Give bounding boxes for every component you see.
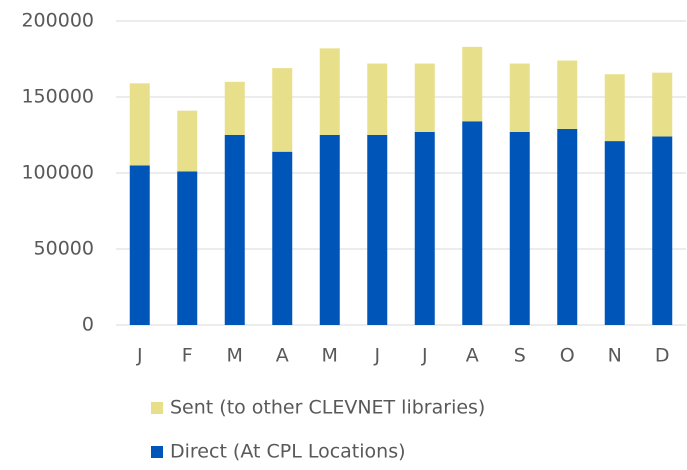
- bar-segment: [272, 151, 293, 325]
- bar-segment: [414, 63, 435, 132]
- bar-segment: [224, 81, 245, 135]
- x-tick-label: M: [227, 345, 243, 367]
- bar-segment: [509, 131, 530, 325]
- x-tick-label: A: [466, 345, 479, 367]
- bar-segment: [509, 63, 530, 132]
- bar-segment: [557, 128, 578, 325]
- x-tick-label: M: [322, 345, 338, 367]
- bar-segment: [129, 83, 150, 166]
- bar-segment: [129, 165, 150, 325]
- legend-swatch: [151, 446, 163, 458]
- bar-segment: [604, 74, 625, 142]
- legend-swatch: [151, 402, 163, 414]
- bar-segment: [462, 121, 483, 325]
- bar-segment: [652, 136, 673, 325]
- bar-segment: [319, 135, 340, 325]
- bar-segment: [177, 171, 198, 325]
- bar-segment: [367, 63, 388, 136]
- bar-segment: [177, 110, 198, 172]
- bar-segment: [462, 46, 483, 122]
- x-tick-label: S: [514, 345, 526, 367]
- x-tick-label: D: [655, 345, 670, 367]
- y-tick-label: 0: [82, 314, 94, 336]
- y-tick-label: 150000: [21, 86, 94, 108]
- x-tick-label: J: [373, 345, 380, 367]
- bar-segment: [224, 135, 245, 325]
- y-tick-label: 100000: [21, 162, 94, 184]
- bar-segment: [652, 72, 673, 137]
- bar-segment: [319, 48, 340, 135]
- bar-segment: [272, 68, 293, 152]
- bar-segment: [557, 60, 578, 129]
- x-tick-label: J: [136, 345, 143, 367]
- x-tick-label: O: [560, 345, 575, 367]
- y-tick-label: 200000: [21, 10, 94, 32]
- y-tick-label: 50000: [34, 238, 94, 260]
- bar-segment: [604, 141, 625, 325]
- x-tick-label: J: [421, 345, 428, 367]
- legend-label: Direct (At CPL Locations): [170, 441, 406, 463]
- bar-segment: [367, 135, 388, 325]
- x-tick-label: A: [276, 345, 289, 367]
- x-tick-label: N: [608, 345, 622, 367]
- x-tick-label: F: [182, 345, 193, 367]
- bar-segment: [414, 131, 435, 325]
- legend-label: Sent (to other CLEVNET libraries): [170, 397, 485, 419]
